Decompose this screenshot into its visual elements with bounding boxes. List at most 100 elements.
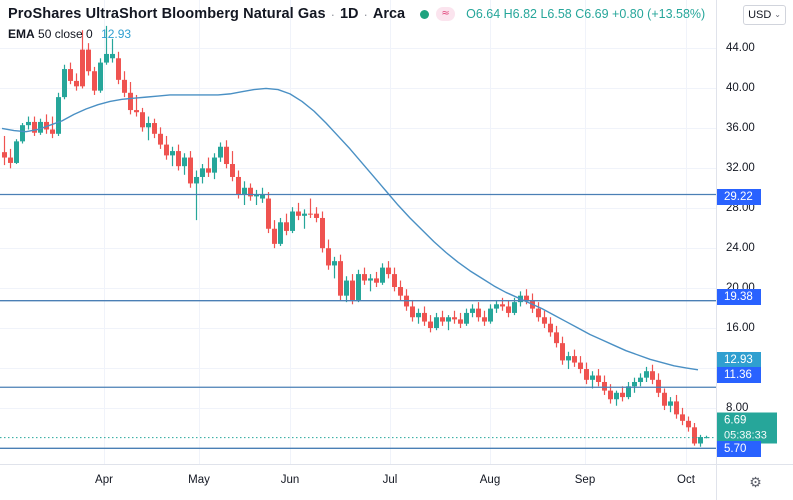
candlestick xyxy=(458,312,463,329)
candle-body xyxy=(686,420,691,428)
candlestick xyxy=(692,422,697,446)
candle-body xyxy=(38,121,43,133)
candlestick xyxy=(62,64,67,100)
candle-body xyxy=(152,123,157,134)
price-badge-12.93[interactable]: 12.93 xyxy=(717,352,761,368)
candle-body xyxy=(680,414,685,421)
candle-body xyxy=(296,211,301,216)
symbol-title[interactable]: ProShares UltraShort Bloomberg Natural G… xyxy=(8,6,326,22)
price-badge-5.70[interactable]: 5.70 xyxy=(717,441,761,457)
candle-body xyxy=(164,144,169,156)
candlestick xyxy=(260,187,265,203)
candle-body xyxy=(602,381,607,391)
price-badge-6.69[interactable]: 6.69 05:38:33 xyxy=(717,412,777,444)
ohlc-values: O6.64 H6.82 L6.58 C6.69 +0.80 (+13.58%) xyxy=(466,7,706,21)
price-tick-label: 36.00 xyxy=(726,122,755,134)
status-dot-icon xyxy=(420,9,430,19)
gear-icon[interactable]: ⚙ xyxy=(749,474,762,490)
candlestick xyxy=(482,310,487,326)
candlestick xyxy=(656,373,661,398)
candle-body xyxy=(494,304,499,309)
candlestick xyxy=(104,25,109,65)
candlestick xyxy=(596,369,601,387)
candle-body xyxy=(74,80,79,87)
candle-body xyxy=(182,157,187,167)
price-badge-29.22[interactable]: 29.22 xyxy=(717,189,761,205)
candle-body xyxy=(206,168,211,173)
candle-body xyxy=(266,198,271,229)
chart-canvas xyxy=(0,0,716,464)
candlestick xyxy=(86,43,91,76)
candle-body xyxy=(80,49,85,87)
candlestick xyxy=(44,114,49,134)
indicator-legend-row[interactable]: EMA 50 close 0 12.93 xyxy=(8,27,705,41)
candlestick xyxy=(56,92,61,136)
candlestick xyxy=(644,366,649,382)
candle-body xyxy=(428,321,433,329)
candle-body xyxy=(422,312,427,322)
candle-body xyxy=(116,58,121,80)
exchange-label[interactable]: Arca xyxy=(372,6,406,22)
price-badge-11.36[interactable]: 11.36 xyxy=(717,367,761,383)
candlestick xyxy=(302,209,307,229)
candlestick xyxy=(332,256,337,279)
candle-body xyxy=(188,157,193,184)
candle-body xyxy=(524,295,529,300)
chart-settings-area[interactable]: ⚙ xyxy=(716,464,793,500)
candle-body xyxy=(290,211,295,231)
countdown-timer: 05:38:33 xyxy=(724,429,767,442)
candle-body xyxy=(122,79,127,93)
candlestick xyxy=(296,202,301,221)
candlestick xyxy=(620,386,625,402)
candle-body xyxy=(506,306,511,313)
candle-body xyxy=(572,356,577,363)
candlestick xyxy=(200,164,205,184)
candle-body xyxy=(632,381,637,387)
candle-body xyxy=(452,317,457,320)
time-axis[interactable]: Apr May Jun Jul Aug Sep Oct xyxy=(0,464,716,500)
candle-body xyxy=(194,176,199,184)
candlestick xyxy=(410,299,415,322)
candle-body xyxy=(656,379,661,393)
chart-plot-area[interactable] xyxy=(0,0,716,464)
candle-body xyxy=(272,228,277,244)
candle-body xyxy=(26,121,31,126)
candle-body xyxy=(242,187,247,195)
candle-body xyxy=(674,401,679,415)
candle-body xyxy=(350,280,355,300)
price-badge-19.38[interactable]: 19.38 xyxy=(717,289,761,305)
candle-body xyxy=(320,217,325,249)
chevron-down-icon: ⌄ xyxy=(774,10,781,19)
candlestick xyxy=(500,297,505,311)
price-tick-label: 28.00 xyxy=(726,202,755,214)
candlestick xyxy=(464,308,469,326)
candlestick xyxy=(494,299,499,313)
candlestick xyxy=(266,192,271,234)
candlestick xyxy=(350,274,355,305)
indicator-args: 50 close 0 xyxy=(38,27,93,41)
candlestick xyxy=(452,310,457,324)
indicator-pill-icon[interactable]: ≈ xyxy=(436,7,456,21)
candlestick xyxy=(188,151,193,188)
currency-selector[interactable]: USD ⌄ xyxy=(743,5,786,25)
candlestick xyxy=(110,38,115,63)
candlestick xyxy=(218,142,223,162)
candlestick xyxy=(572,349,577,367)
candle-body xyxy=(230,164,235,177)
candle-body xyxy=(110,53,115,59)
candle-body xyxy=(560,343,565,361)
price-tick-label: 40.00 xyxy=(726,82,755,94)
price-badge-value: 6.69 xyxy=(724,414,747,427)
candle-body xyxy=(536,308,541,318)
candlestick xyxy=(230,151,235,182)
candle-body xyxy=(32,121,37,133)
price-axis[interactable]: USD ⌄ 44.00 40.00 36.00 32.00 28.00 24.00 20.0… xyxy=(716,0,793,464)
candle-body xyxy=(68,69,73,81)
time-axis-label: Apr xyxy=(95,474,113,486)
interval-label[interactable]: 1D xyxy=(339,6,359,22)
symbol-header-row: ProShares UltraShort Bloomberg Natural G… xyxy=(8,4,705,24)
candle-body xyxy=(302,213,307,216)
title-separator-1: · xyxy=(330,6,335,22)
candle-body xyxy=(308,213,313,215)
candlestick xyxy=(20,123,25,144)
